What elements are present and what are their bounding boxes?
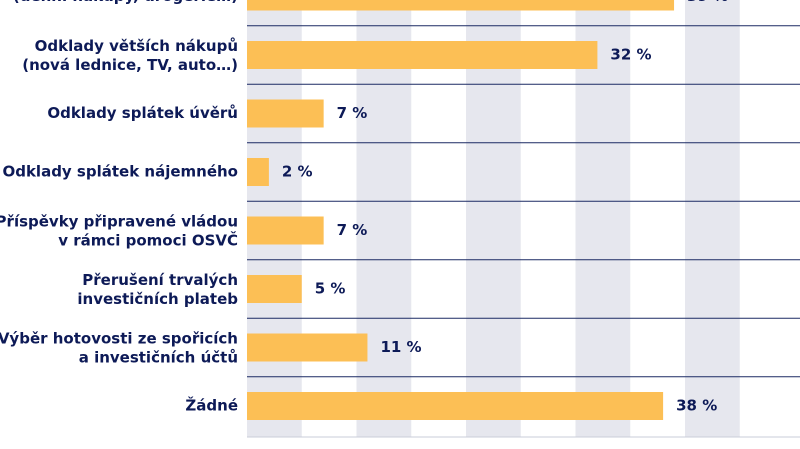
category-label: Odklady splátek úvěrů [47,104,238,122]
grid-band [685,0,740,437]
bar [247,333,368,362]
value-label: 7 % [337,104,368,122]
bar [247,158,269,186]
bar [247,0,675,11]
value-label: 5 % [315,280,346,298]
value-label: 38 % [676,397,717,415]
category-label: Přerušení trvalých investičních plateb [77,271,238,308]
bar [247,275,302,303]
category-label: Výběr hotovosti ze spořicích a investiční… [0,329,238,366]
value-label: 32 % [610,46,651,64]
bar [247,99,324,128]
category-label: (denní nákupy, drogerie…) [13,0,238,5]
bar [247,392,664,420]
value-label: 39 % [687,0,728,5]
value-label: 11 % [380,338,421,356]
value-label: 7 % [337,221,368,239]
grid-band [466,0,521,437]
bar [247,41,598,69]
bar [247,216,324,245]
category-label: Odklady splátek nájemného [2,163,238,181]
grid-band [575,0,631,437]
category-label: Odklady větších nákupů (nová lednice, TV,… [22,37,238,74]
category-label: Příspěvky připravené vládou v rámci pomoc… [0,212,238,249]
value-label: 2 % [282,163,313,181]
grid-band [356,0,412,437]
category-label: Žádné [185,396,238,415]
